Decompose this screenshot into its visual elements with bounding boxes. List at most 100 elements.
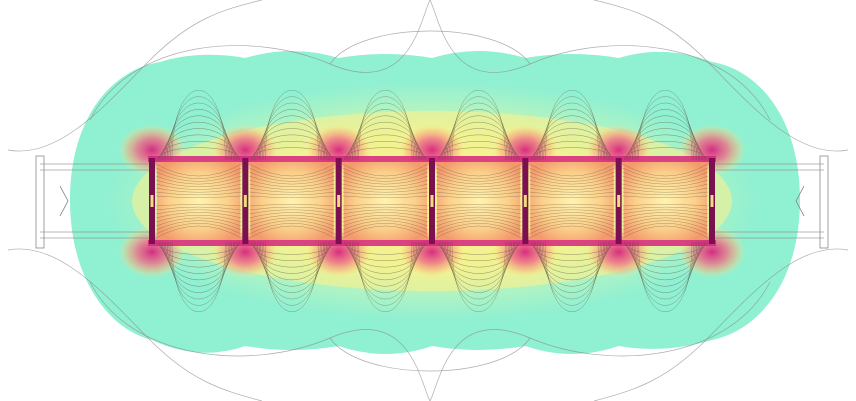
contour-line (622, 191, 709, 196)
contour-line (155, 209, 242, 215)
field-line-top (633, 109, 698, 161)
contour-line (435, 179, 522, 188)
contour-line (249, 214, 335, 223)
core-cell (623, 162, 707, 240)
contour-line (529, 223, 615, 235)
contour-line (342, 209, 429, 215)
contour-line (155, 163, 242, 177)
contour-line (435, 187, 522, 193)
contour-line (249, 163, 335, 177)
rail-endcap (35, 155, 45, 249)
contour-line (622, 187, 709, 193)
contour-line (622, 225, 709, 239)
field-line-outer (429, 281, 771, 401)
field-line-bottom (263, 241, 321, 306)
contour-line (342, 187, 429, 193)
contour-line (435, 214, 522, 223)
contour-line (342, 223, 429, 235)
contour-line (622, 206, 709, 211)
field-line-top (540, 109, 604, 161)
contour-line (622, 179, 709, 188)
contour-line (435, 212, 522, 219)
contour-line (249, 183, 335, 190)
field-line-bottom (540, 241, 604, 293)
contour-line (342, 175, 429, 185)
field-line-bottom (356, 241, 414, 306)
field-line-bottom (451, 241, 506, 312)
contour-line (155, 217, 242, 227)
field-line-top (358, 90, 413, 161)
contour-line (435, 220, 522, 231)
contour-line (249, 223, 335, 235)
field-line-bottom (260, 241, 324, 293)
contour-line (529, 204, 615, 207)
field-line-top (166, 109, 231, 161)
contour-line (249, 217, 335, 227)
contour-line (529, 163, 615, 177)
field-line-bottom (446, 241, 511, 293)
contour-line (622, 209, 709, 215)
contour-line (249, 204, 335, 207)
field-line-top (451, 90, 506, 161)
field-line-bottom (543, 241, 601, 306)
field-line-top (260, 109, 324, 161)
field-line-top (446, 109, 511, 161)
contour-line (249, 206, 335, 211)
field-line-top (356, 96, 414, 161)
contour-line (249, 212, 335, 219)
rail-endcap (819, 155, 829, 249)
contour-line (249, 195, 335, 198)
contour-line (249, 220, 335, 231)
field-line-top (636, 96, 694, 161)
contour-line (435, 195, 522, 198)
rail-bracket (795, 185, 805, 217)
contour-line (342, 167, 429, 179)
field-line-outer (329, 30, 531, 65)
contour-line (249, 175, 335, 185)
contour-line (249, 191, 335, 196)
core-cell (250, 162, 334, 240)
contour-line (529, 195, 615, 198)
contour-line (155, 223, 242, 235)
contour-line (155, 167, 242, 179)
contour-line (435, 204, 522, 207)
rib-gap (523, 195, 527, 207)
contour-line (249, 167, 335, 179)
contour-line (622, 214, 709, 223)
contour-line (155, 214, 242, 223)
contour-line (529, 206, 615, 211)
contour-line (622, 217, 709, 227)
field-line-bottom (545, 241, 599, 312)
field-line-outer (329, 337, 531, 372)
field-line-outer (7, 0, 263, 152)
field-lines (7, 0, 849, 401)
contour-line (155, 225, 242, 239)
contour-line (622, 183, 709, 190)
contour-line (622, 223, 709, 235)
contour-line (529, 212, 615, 219)
field-line-top (638, 90, 693, 161)
contour-line (155, 183, 242, 190)
contour-line (529, 183, 615, 190)
contour-line (529, 209, 615, 215)
field-contours (155, 163, 709, 239)
contour-line (435, 209, 522, 215)
contour-line (529, 187, 615, 193)
contour-line (435, 206, 522, 211)
contour-line (342, 163, 429, 177)
contour-line (342, 179, 429, 188)
contour-line (155, 206, 242, 211)
field-line-bottom (633, 241, 698, 293)
field-line-bottom (636, 241, 694, 306)
contour-line (529, 179, 615, 188)
contour-line (435, 225, 522, 239)
field-line-bottom (171, 241, 226, 312)
core-cell (157, 162, 241, 240)
contour-line (622, 175, 709, 185)
contour-line (155, 175, 242, 185)
rail-bracket (59, 185, 69, 217)
field-line-outer (7, 248, 263, 401)
core-cell (437, 162, 521, 240)
field-line-top (353, 109, 418, 161)
contour-line (342, 171, 429, 182)
